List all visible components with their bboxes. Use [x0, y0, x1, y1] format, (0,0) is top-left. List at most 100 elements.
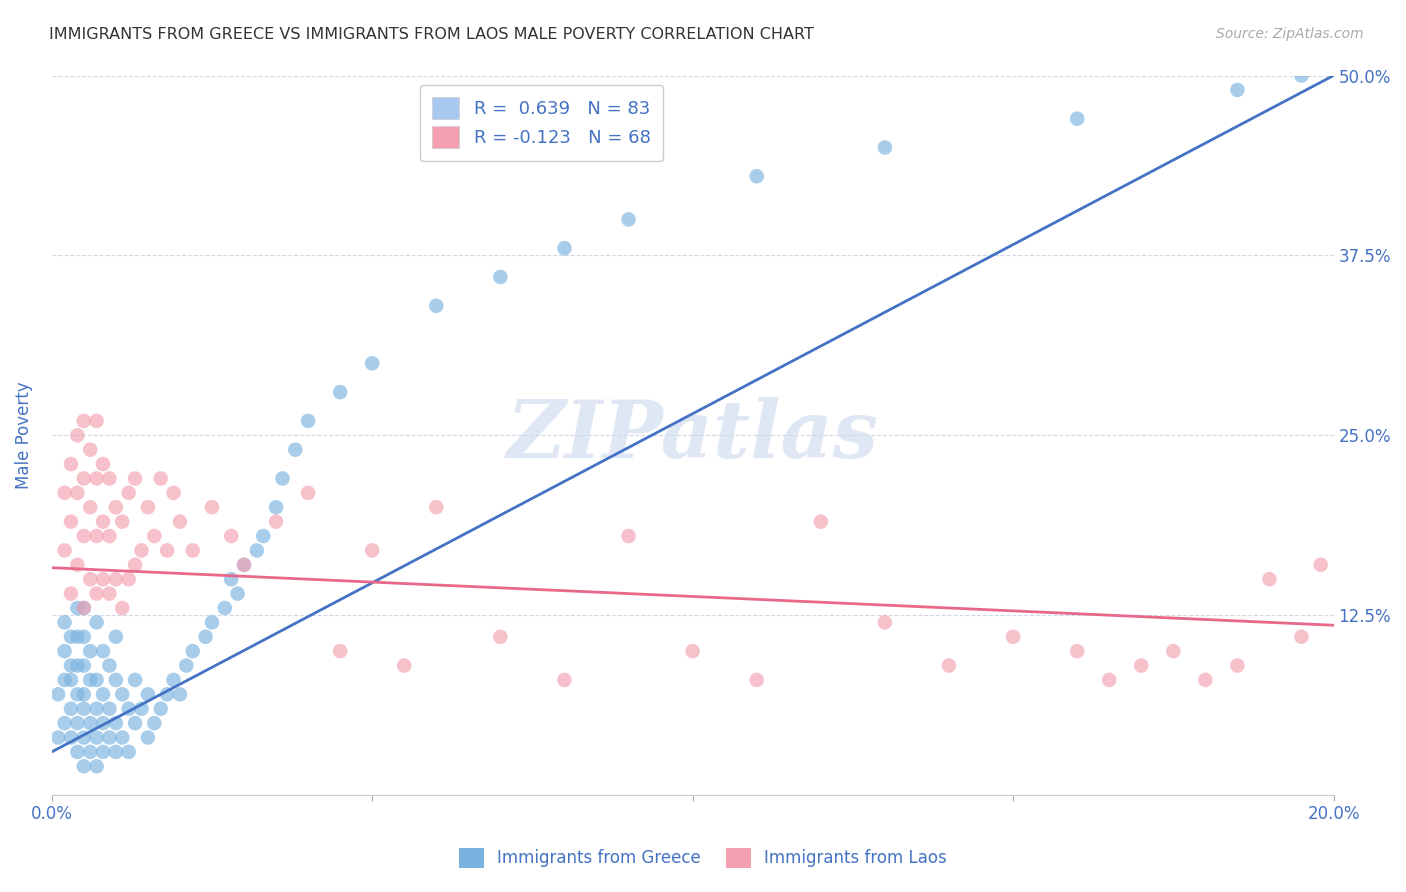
Point [233, 558, 256, 572]
Point [59, 457, 82, 471]
Point [284, 442, 307, 457]
Point [214, 601, 236, 615]
Point [136, 687, 159, 701]
Point [1226, 658, 1249, 673]
Point [194, 630, 217, 644]
Point [73, 687, 96, 701]
Point [118, 486, 141, 500]
Point [73, 630, 96, 644]
Point [143, 716, 166, 731]
Point [264, 500, 287, 515]
Point [79, 745, 101, 759]
Point [1066, 644, 1088, 658]
Point [73, 759, 96, 773]
Point [104, 500, 127, 515]
Point [66, 687, 89, 701]
Point [131, 702, 153, 716]
Point [1309, 558, 1331, 572]
Point [1098, 673, 1121, 687]
Point [745, 673, 768, 687]
Point [59, 586, 82, 600]
Point [53, 673, 76, 687]
Point [124, 673, 146, 687]
Point [1194, 673, 1216, 687]
Point [1066, 112, 1088, 126]
Point [938, 658, 960, 673]
Point [59, 658, 82, 673]
Point [66, 630, 89, 644]
Legend: R =  0.639   N = 83, R = -0.123   N = 68: R = 0.639 N = 83, R = -0.123 N = 68 [419, 85, 664, 161]
Point [91, 515, 114, 529]
Point [124, 716, 146, 731]
Point [162, 486, 184, 500]
Point [104, 745, 127, 759]
Point [53, 486, 76, 500]
Point [59, 515, 82, 529]
Point [91, 572, 114, 586]
Point [394, 658, 416, 673]
Point [79, 716, 101, 731]
Point [98, 658, 121, 673]
Point [143, 529, 166, 543]
Point [219, 572, 242, 586]
Point [53, 644, 76, 658]
Point [1161, 644, 1184, 658]
Point [111, 515, 134, 529]
Point [66, 601, 89, 615]
Point [98, 586, 121, 600]
Text: Source: ZipAtlas.com: Source: ZipAtlas.com [1216, 27, 1364, 41]
Point [553, 241, 575, 255]
Point [53, 716, 76, 731]
Legend: Immigrants from Greece, Immigrants from Laos: Immigrants from Greece, Immigrants from … [453, 841, 953, 875]
Point [873, 140, 896, 154]
Point [66, 428, 89, 442]
Point [98, 702, 121, 716]
Point [73, 731, 96, 745]
Point [98, 471, 121, 485]
Point [46, 687, 69, 701]
Point [252, 529, 274, 543]
Point [91, 457, 114, 471]
Point [91, 687, 114, 701]
Point [682, 644, 704, 658]
Point [329, 644, 352, 658]
Text: IMMIGRANTS FROM GREECE VS IMMIGRANTS FROM LAOS MALE POVERTY CORRELATION CHART: IMMIGRANTS FROM GREECE VS IMMIGRANTS FRO… [49, 27, 814, 42]
Point [59, 630, 82, 644]
Point [176, 658, 198, 673]
Point [745, 169, 768, 184]
Point [131, 543, 153, 558]
Point [59, 673, 82, 687]
Point [162, 673, 184, 687]
Point [59, 702, 82, 716]
Point [86, 529, 108, 543]
Point [156, 543, 179, 558]
Point [86, 731, 108, 745]
Point [297, 414, 319, 428]
Point [617, 212, 640, 227]
Point [617, 529, 640, 543]
Point [104, 630, 127, 644]
Point [201, 500, 224, 515]
Point [264, 515, 287, 529]
Point [59, 731, 82, 745]
Point [73, 601, 96, 615]
Point [124, 558, 146, 572]
Point [1291, 69, 1313, 83]
Point [425, 500, 447, 515]
Point [219, 529, 242, 543]
Point [86, 414, 108, 428]
Point [86, 586, 108, 600]
Point [361, 543, 384, 558]
Point [425, 299, 447, 313]
Point [66, 486, 89, 500]
Point [136, 731, 159, 745]
Point [66, 658, 89, 673]
Point [810, 515, 832, 529]
Point [118, 745, 141, 759]
Point [66, 716, 89, 731]
Point [246, 543, 269, 558]
Point [73, 702, 96, 716]
Point [73, 601, 96, 615]
Point [79, 572, 101, 586]
Point [1291, 630, 1313, 644]
